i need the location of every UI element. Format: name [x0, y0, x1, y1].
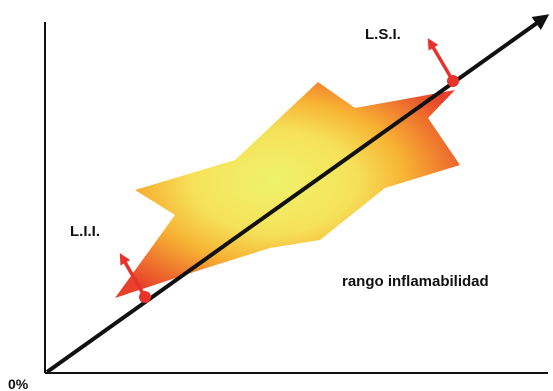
flammability-range-shape [115, 82, 460, 298]
diagonal-arrow [45, 14, 550, 374]
lower-limit-arrow [119, 253, 147, 298]
origin-label: 0% [8, 376, 29, 391]
upper-limit-point [447, 75, 459, 87]
upper-limit-arrow [427, 38, 455, 82]
upper-limit-label: L.S.I. [365, 26, 401, 43]
range-label: rango inflamabilidad [342, 273, 489, 290]
lower-limit-point [139, 291, 151, 303]
lower-limit-label: L.I.I. [70, 223, 100, 240]
